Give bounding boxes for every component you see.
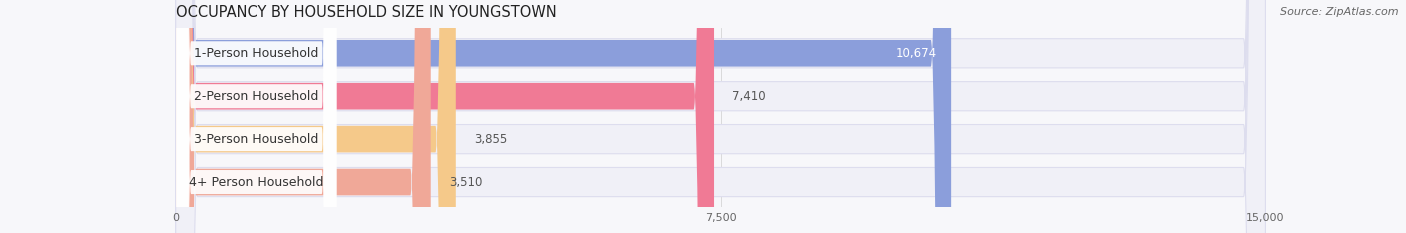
FancyBboxPatch shape <box>176 0 456 233</box>
FancyBboxPatch shape <box>177 0 336 233</box>
Text: 2-Person Household: 2-Person Household <box>194 90 319 103</box>
Text: 1-Person Household: 1-Person Household <box>194 47 319 60</box>
Text: 3,510: 3,510 <box>449 175 482 188</box>
FancyBboxPatch shape <box>176 0 714 233</box>
FancyBboxPatch shape <box>177 0 336 233</box>
Text: 7,410: 7,410 <box>733 90 766 103</box>
FancyBboxPatch shape <box>176 0 1265 233</box>
FancyBboxPatch shape <box>176 0 430 233</box>
Text: OCCUPANCY BY HOUSEHOLD SIZE IN YOUNGSTOWN: OCCUPANCY BY HOUSEHOLD SIZE IN YOUNGSTOW… <box>176 5 557 20</box>
Text: 4+ Person Household: 4+ Person Household <box>190 175 323 188</box>
FancyBboxPatch shape <box>177 0 336 233</box>
Text: 3,855: 3,855 <box>474 133 508 146</box>
FancyBboxPatch shape <box>177 0 336 233</box>
FancyBboxPatch shape <box>176 0 1265 233</box>
Text: Source: ZipAtlas.com: Source: ZipAtlas.com <box>1281 7 1399 17</box>
FancyBboxPatch shape <box>176 0 1265 233</box>
Text: 3-Person Household: 3-Person Household <box>194 133 319 146</box>
Text: 10,674: 10,674 <box>896 47 936 60</box>
FancyBboxPatch shape <box>176 0 950 233</box>
FancyBboxPatch shape <box>176 0 1265 233</box>
